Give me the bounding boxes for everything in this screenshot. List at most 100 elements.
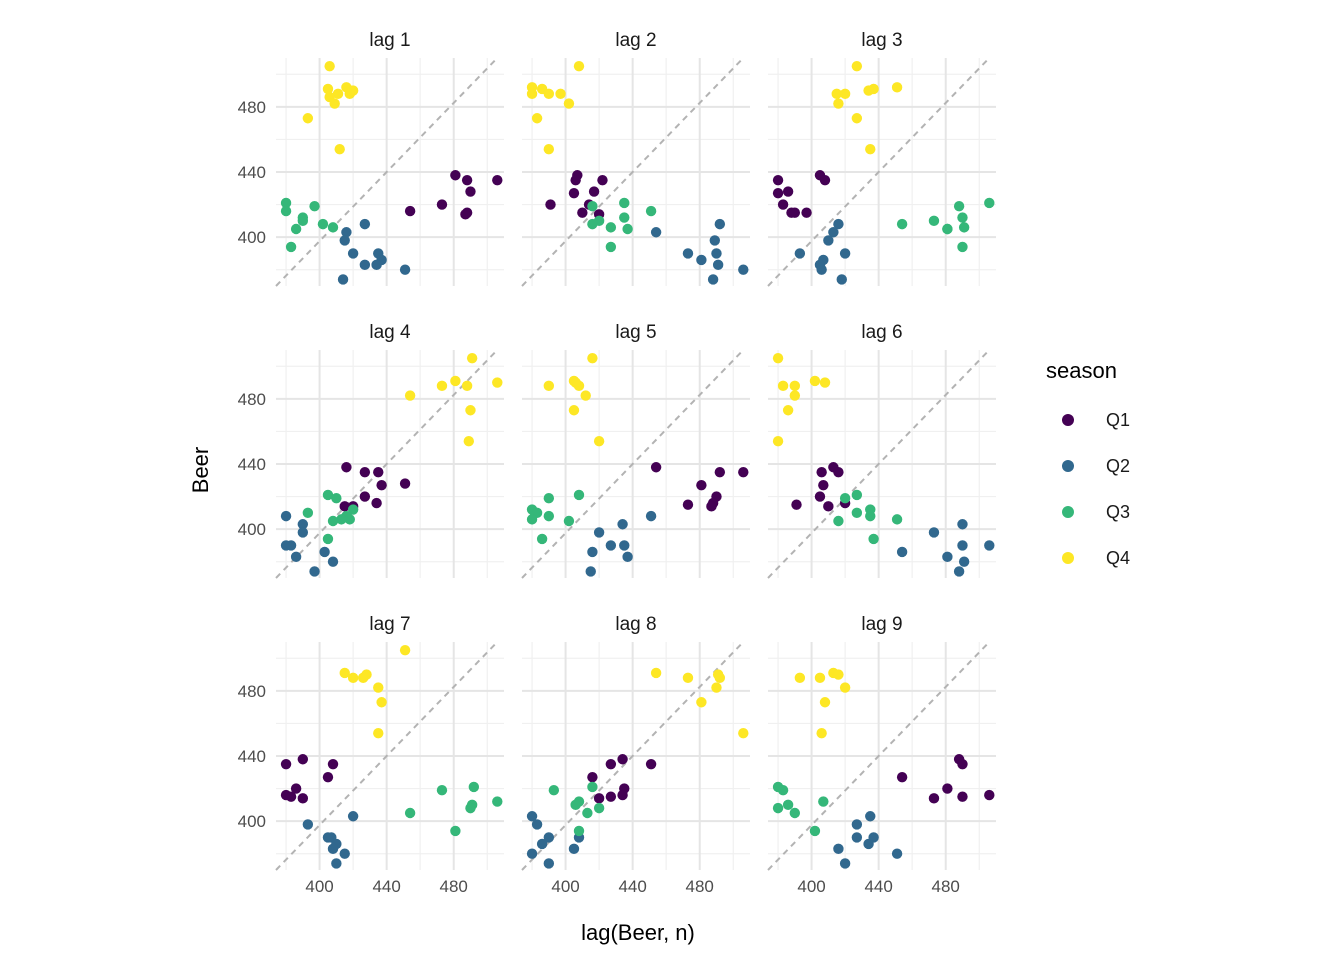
data-point xyxy=(712,259,724,271)
facet-panel: lag 9 400 440 480 xyxy=(767,614,996,896)
x-tick-label: 440 xyxy=(372,877,400,896)
data-point xyxy=(896,218,908,230)
data-point xyxy=(341,462,352,473)
data-point xyxy=(714,218,726,230)
data-point xyxy=(319,546,330,558)
data-point xyxy=(814,672,826,684)
facet-strip-label: lag 6 xyxy=(861,322,902,343)
x-tick-label: 480 xyxy=(440,877,468,896)
data-point xyxy=(280,758,292,770)
data-point xyxy=(619,197,630,209)
data-point xyxy=(555,88,566,100)
data-point xyxy=(526,811,538,822)
data-point xyxy=(738,264,749,275)
x-tick-label: 440 xyxy=(864,877,892,896)
reference-line xyxy=(275,641,499,871)
data-point xyxy=(468,781,480,793)
data-point xyxy=(399,644,411,656)
data-point xyxy=(573,489,585,501)
data-point xyxy=(587,771,598,783)
data-point xyxy=(953,566,965,577)
data-point xyxy=(957,758,968,770)
data-point xyxy=(622,223,633,235)
data-point xyxy=(809,825,821,837)
data-point xyxy=(622,551,633,563)
data-point xyxy=(617,789,628,801)
data-point xyxy=(839,248,851,259)
data-point xyxy=(324,60,335,72)
data-point xyxy=(650,462,662,473)
data-point xyxy=(891,848,903,859)
x-tick-label: 480 xyxy=(686,877,714,896)
data-point xyxy=(984,540,995,551)
data-point xyxy=(577,207,588,218)
legend-label-q4: Q4 xyxy=(1106,548,1130,568)
data-point xyxy=(373,682,384,693)
data-point xyxy=(794,248,806,259)
data-point xyxy=(682,248,694,259)
data-point xyxy=(543,832,555,843)
data-point xyxy=(461,174,473,186)
data-point xyxy=(587,201,598,212)
x-tick-label: 480 xyxy=(932,877,960,896)
legend-label-q3: Q3 xyxy=(1106,502,1130,522)
data-point xyxy=(593,527,605,538)
data-point xyxy=(814,491,826,502)
data-point xyxy=(777,785,789,796)
data-point xyxy=(568,843,580,855)
data-point xyxy=(543,510,555,522)
data-point xyxy=(696,479,707,491)
data-point xyxy=(463,436,474,447)
data-point xyxy=(373,728,384,739)
data-point xyxy=(347,504,359,515)
facet-strip-label: lag 5 xyxy=(615,322,656,343)
data-point xyxy=(359,466,371,478)
data-point xyxy=(816,264,827,275)
data-point xyxy=(823,501,834,512)
data-point xyxy=(337,274,349,285)
facet-panel: lag 8 400 440 480 xyxy=(521,614,750,896)
data-point xyxy=(984,197,995,209)
x-tick-label: 400 xyxy=(305,877,333,896)
data-point xyxy=(772,174,784,186)
data-point xyxy=(280,205,292,217)
facet-strip-label: lag 8 xyxy=(615,614,656,635)
facet-panel: lag 1 400 440 480 xyxy=(238,30,504,287)
data-point xyxy=(327,843,339,855)
data-point xyxy=(605,540,617,551)
data-point xyxy=(789,807,801,819)
legend-key-q3 xyxy=(1062,506,1074,518)
data-point xyxy=(833,515,844,527)
data-point xyxy=(819,697,831,708)
data-point xyxy=(302,507,314,519)
data-point xyxy=(290,783,302,794)
data-point xyxy=(344,514,355,525)
facet-panel: lag 6 xyxy=(767,322,996,579)
data-point xyxy=(302,819,314,830)
data-point xyxy=(341,227,352,238)
data-point xyxy=(436,199,448,210)
data-point xyxy=(605,791,617,802)
data-point xyxy=(280,510,292,522)
data-point xyxy=(357,672,369,684)
data-point xyxy=(833,669,844,680)
reference-line xyxy=(767,57,991,287)
data-point xyxy=(280,197,292,209)
data-point xyxy=(839,682,851,693)
data-point xyxy=(285,540,297,551)
data-point xyxy=(839,493,851,504)
data-point xyxy=(833,466,844,478)
data-point xyxy=(942,783,953,794)
facet-panel: lag 4 400 440 480 xyxy=(238,322,504,579)
data-point xyxy=(322,533,334,545)
data-point xyxy=(865,811,876,822)
reference-line xyxy=(767,641,991,871)
data-point xyxy=(772,802,784,814)
data-point xyxy=(714,466,726,478)
legend-key-q2 xyxy=(1062,460,1074,472)
data-point xyxy=(543,858,555,869)
y-tick-label: 440 xyxy=(238,747,266,766)
data-point xyxy=(309,566,320,577)
data-point xyxy=(588,186,600,197)
